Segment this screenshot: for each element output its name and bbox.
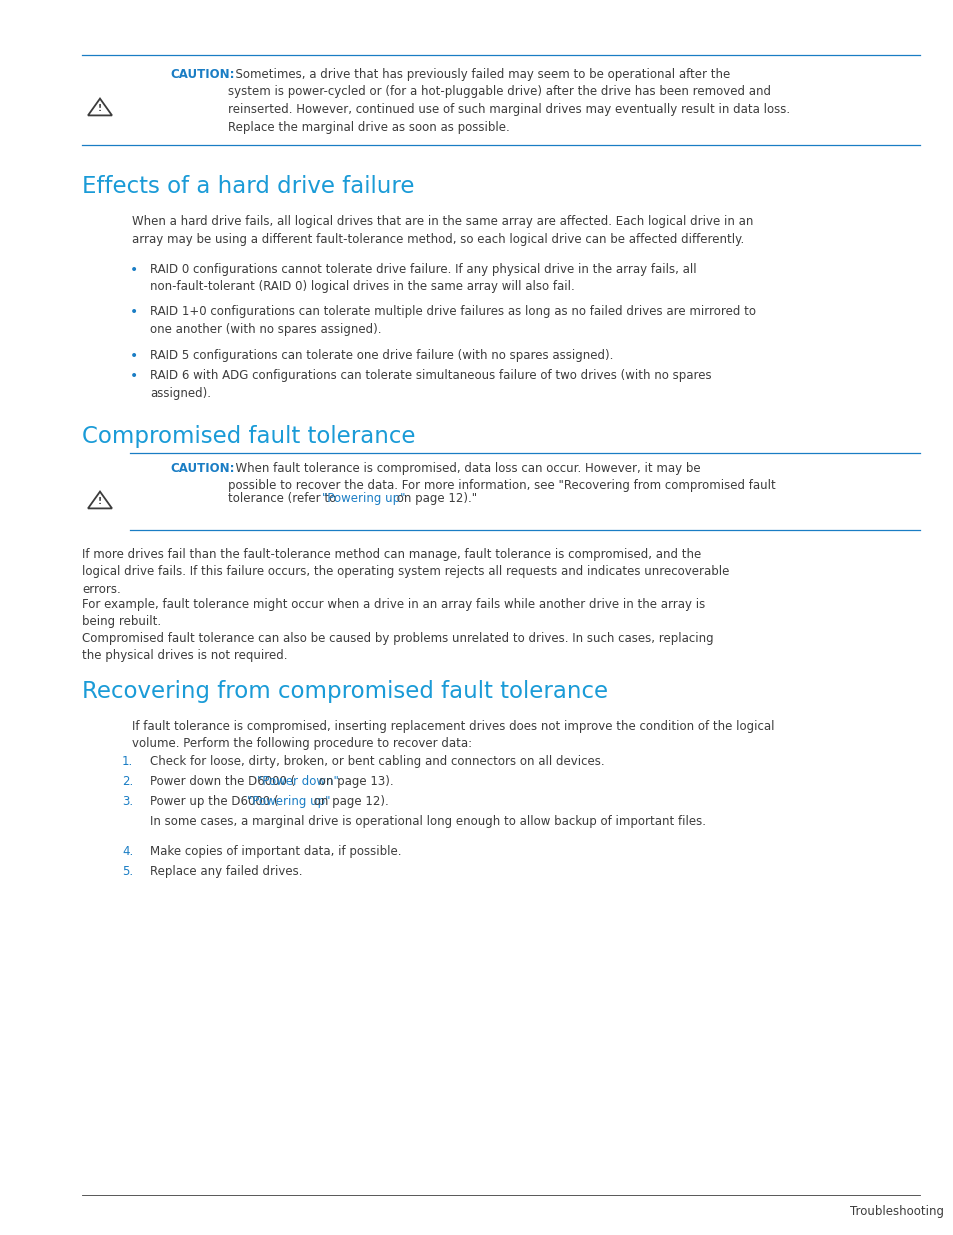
Text: In some cases, a marginal drive is operational long enough to allow backup of im: In some cases, a marginal drive is opera… [150, 815, 705, 827]
Text: CAUTION:: CAUTION: [170, 462, 234, 475]
Text: Recovering from compromised fault tolerance: Recovering from compromised fault tolera… [82, 680, 607, 703]
Text: 5.: 5. [122, 864, 133, 878]
Text: on page 12).": on page 12)." [393, 492, 476, 505]
Text: RAID 0 configurations cannot tolerate drive failure. If any physical drive in th: RAID 0 configurations cannot tolerate dr… [150, 263, 696, 294]
Text: Compromised fault tolerance can also be caused by problems unrelated to drives. : Compromised fault tolerance can also be … [82, 632, 713, 662]
Text: If more drives fail than the fault-tolerance method can manage, fault tolerance : If more drives fail than the fault-toler… [82, 548, 729, 597]
Text: "Powering up": "Powering up" [247, 795, 330, 808]
Text: on page 12).: on page 12). [310, 795, 389, 808]
Text: tolerance (refer to: tolerance (refer to [228, 492, 339, 505]
Text: Replace any failed drives.: Replace any failed drives. [150, 864, 302, 878]
Text: •: • [130, 305, 138, 319]
Text: 3.: 3. [122, 795, 133, 808]
Text: If fault tolerance is compromised, inserting replacement drives does not improve: If fault tolerance is compromised, inser… [132, 720, 774, 751]
Text: "Powering up": "Powering up" [322, 492, 405, 505]
Text: RAID 5 configurations can tolerate one drive failure (with no spares assigned).: RAID 5 configurations can tolerate one d… [150, 350, 613, 362]
Text: For example, fault tolerance might occur when a drive in an array fails while an: For example, fault tolerance might occur… [82, 598, 704, 629]
Text: Effects of a hard drive failure: Effects of a hard drive failure [82, 175, 414, 198]
Text: Compromised fault tolerance: Compromised fault tolerance [82, 425, 416, 448]
Text: RAID 1+0 configurations can tolerate multiple drive failures as long as no faile: RAID 1+0 configurations can tolerate mul… [150, 305, 755, 336]
Text: •: • [130, 350, 138, 363]
Text: •: • [130, 369, 138, 383]
Text: !: ! [98, 104, 102, 112]
Text: 1.: 1. [122, 755, 133, 768]
Text: on page 13).: on page 13). [314, 776, 393, 788]
Text: Troubleshooting    31: Troubleshooting 31 [849, 1205, 953, 1218]
Text: •: • [130, 263, 138, 277]
Text: 4.: 4. [122, 845, 133, 858]
Text: !: ! [98, 496, 102, 505]
Text: Power down the D6000 (: Power down the D6000 ( [150, 776, 294, 788]
Text: 2.: 2. [122, 776, 133, 788]
Text: RAID 6 with ADG configurations can tolerate simultaneous failure of two drives (: RAID 6 with ADG configurations can toler… [150, 369, 711, 399]
Text: Sometimes, a drive that has previously failed may seem to be operational after t: Sometimes, a drive that has previously f… [228, 68, 789, 133]
Text: Make copies of important data, if possible.: Make copies of important data, if possib… [150, 845, 401, 858]
Text: When fault tolerance is compromised, data loss can occur. However, it may be
pos: When fault tolerance is compromised, dat… [228, 462, 775, 493]
Text: Check for loose, dirty, broken, or bent cabling and connectors on all devices.: Check for loose, dirty, broken, or bent … [150, 755, 604, 768]
Text: When a hard drive fails, all logical drives that are in the same array are affec: When a hard drive fails, all logical dri… [132, 215, 753, 246]
Text: Power up the D6000 (: Power up the D6000 ( [150, 795, 278, 808]
Text: "Power down": "Power down" [256, 776, 338, 788]
Text: CAUTION:: CAUTION: [170, 68, 234, 82]
